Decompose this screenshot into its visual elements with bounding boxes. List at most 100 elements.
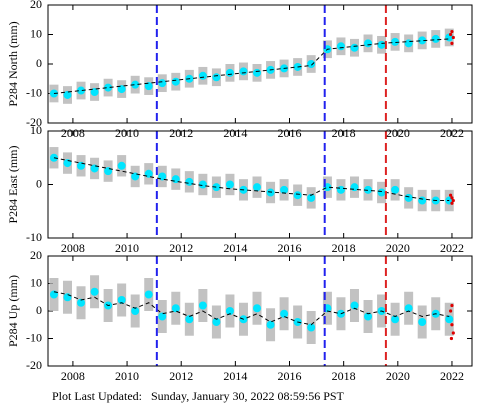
data-point <box>239 67 248 76</box>
x-tick-label: 2014 <box>223 241 247 255</box>
data-point <box>198 301 207 310</box>
data-point <box>117 161 126 170</box>
data-point <box>350 43 359 52</box>
data-point <box>280 309 289 318</box>
data-point <box>418 318 427 326</box>
x-tick-label: 2020 <box>386 369 410 383</box>
data-point <box>266 320 275 329</box>
data-point <box>144 82 153 91</box>
x-tick-label: 2018 <box>332 369 356 383</box>
data-point <box>90 287 99 296</box>
y-tick-label: 10 <box>30 275 42 289</box>
data-point <box>225 68 234 77</box>
data-point <box>158 79 167 88</box>
x-tick-label: 2008 <box>61 369 85 383</box>
x-tick-label: 2022 <box>440 369 464 383</box>
data-point <box>336 185 345 194</box>
data-point <box>307 60 316 68</box>
data-point <box>131 80 140 89</box>
data-point <box>450 303 454 308</box>
data-point <box>404 39 413 48</box>
data-point <box>377 188 386 197</box>
data-point <box>350 301 359 310</box>
x-tick-label: 2008 <box>61 241 85 255</box>
plot-frame <box>47 4 473 124</box>
data-point <box>449 32 453 37</box>
data-point <box>336 42 345 51</box>
data-point <box>404 193 413 202</box>
data-point <box>293 191 302 200</box>
data-point <box>198 71 207 80</box>
data-point <box>445 315 454 324</box>
data-point <box>185 315 194 324</box>
data-point <box>253 68 262 77</box>
data-point <box>212 73 221 82</box>
data-point <box>63 159 72 168</box>
y-tick-label: 0 <box>36 176 42 190</box>
data-point <box>198 180 207 189</box>
x-tick-label: 2018 <box>332 241 356 255</box>
y-tick-label: 20 <box>30 0 42 11</box>
data-point <box>63 90 72 99</box>
data-point <box>131 307 140 315</box>
data-point <box>364 39 373 48</box>
data-point <box>117 296 126 304</box>
data-point <box>449 193 453 197</box>
x-tick-label: 2016 <box>278 241 302 255</box>
data-point <box>253 304 262 313</box>
footer: Plot Last Updated: Sunday, January 30, 2… <box>52 389 345 403</box>
data-point <box>364 185 373 194</box>
data-point <box>77 298 86 307</box>
y-tick-label: -20 <box>26 358 42 372</box>
data-point <box>158 312 167 321</box>
data-point <box>185 177 194 186</box>
fit-line <box>53 157 450 202</box>
data-point <box>307 193 316 202</box>
data-point <box>253 183 262 192</box>
data-point <box>212 183 221 192</box>
data-point <box>307 323 316 332</box>
data-point <box>63 293 72 302</box>
data-point <box>49 290 58 299</box>
data-point <box>404 304 413 313</box>
data-point <box>391 185 400 194</box>
x-tick-label: 2016 <box>278 369 302 383</box>
x-tick-label: 2012 <box>169 369 193 383</box>
data-point <box>212 318 221 326</box>
plot-frame <box>47 255 473 367</box>
y-tick-label: -20 <box>26 115 42 129</box>
x-tick-label: 2012 <box>169 241 193 255</box>
fit-line <box>53 291 450 326</box>
data-point <box>144 290 153 299</box>
data-point <box>418 196 427 205</box>
data-point <box>431 34 440 43</box>
y-tick-label: 10 <box>30 26 42 40</box>
y-axis-label: P284 Up (mm) <box>6 275 20 347</box>
data-point <box>451 35 455 40</box>
data-point <box>449 309 453 313</box>
data-point <box>418 36 427 45</box>
y-tick-label: 0 <box>36 56 42 70</box>
data-point <box>117 85 126 94</box>
y-axis-label: P284 East (mm) <box>6 146 20 224</box>
data-point <box>391 315 400 324</box>
data-point <box>225 307 234 315</box>
y-tick-label: -10 <box>26 330 42 344</box>
data-point <box>90 88 99 97</box>
data-point <box>266 188 275 197</box>
data-point <box>450 196 454 200</box>
data-point <box>451 331 455 335</box>
y-tick-label: -10 <box>26 85 42 99</box>
data-point <box>225 180 234 189</box>
data-point <box>171 77 180 86</box>
y-tick-label: 20 <box>30 248 42 262</box>
y-tick-label: 10 <box>30 123 42 137</box>
x-tick-label: 2022 <box>440 241 464 255</box>
plot-frame <box>47 130 473 239</box>
y-tick-label: -10 <box>26 230 42 244</box>
x-tick-label: 2020 <box>386 241 410 255</box>
x-tick-label: 2014 <box>223 369 247 383</box>
data-point <box>77 86 86 95</box>
